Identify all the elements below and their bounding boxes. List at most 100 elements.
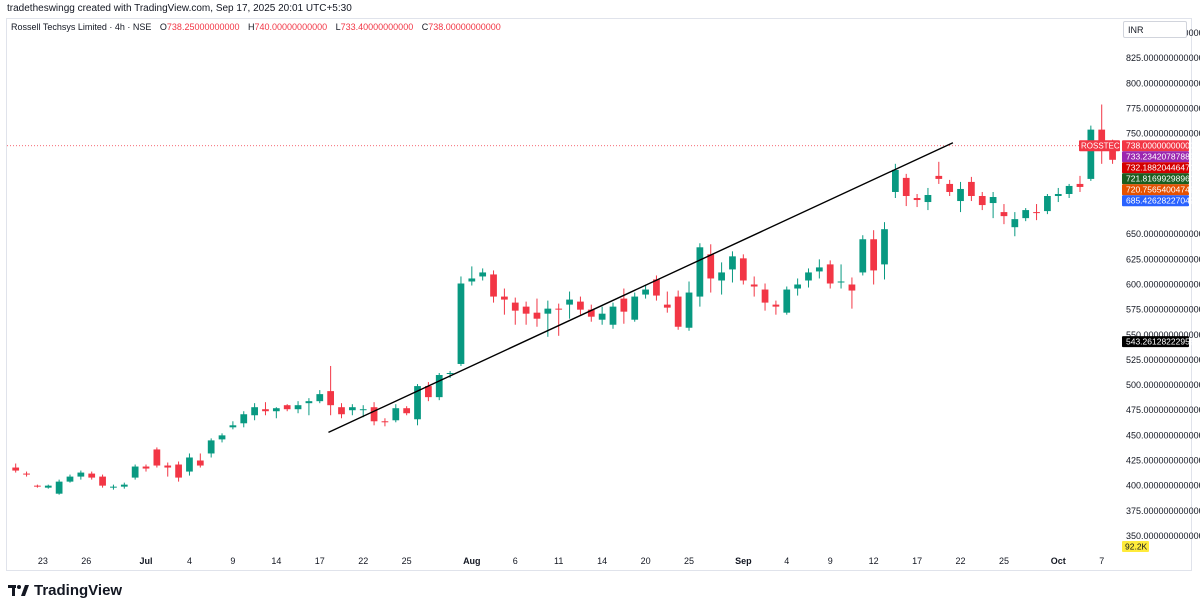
candle	[479, 268, 487, 281]
candle	[23, 471, 30, 477]
candle	[729, 251, 736, 283]
candle	[1000, 204, 1008, 225]
candle-body	[34, 485, 41, 487]
candle	[946, 179, 954, 197]
candle	[44, 484, 52, 489]
candle-body	[805, 272, 812, 281]
candle-body	[1054, 193, 1062, 197]
time-tick-label: Sep	[735, 556, 752, 566]
candle-body	[272, 408, 280, 412]
chart-legend: Rossell Techsys Limited · 4h · NSE O738.…	[11, 20, 501, 34]
candle-body	[685, 292, 693, 328]
candle	[1033, 204, 1040, 221]
time-tick-label: 14	[597, 556, 607, 566]
candle-body	[739, 258, 747, 281]
candle	[240, 411, 248, 428]
legend-open-value: 738.25000000000	[166, 22, 240, 32]
time-tick-label: 25	[999, 556, 1009, 566]
price-marker-label: 543.26128222955	[1126, 337, 1195, 347]
candle	[663, 291, 671, 313]
candle-body	[338, 407, 345, 415]
candle	[718, 262, 725, 295]
candle	[392, 404, 400, 423]
candle-body	[707, 254, 715, 279]
time-tick-label: 14	[271, 556, 281, 566]
candle-body	[577, 301, 584, 310]
candle	[924, 187, 932, 211]
candle	[1054, 187, 1062, 203]
candles-layer	[12, 104, 1116, 495]
candle-body	[653, 279, 660, 296]
candle-body	[381, 421, 389, 423]
price-tick-label: 425.000000000000	[1126, 456, 1200, 466]
candle-body	[1065, 185, 1073, 194]
candle	[153, 447, 161, 468]
candle	[66, 474, 74, 483]
candle-body	[435, 375, 443, 398]
candle	[783, 286, 791, 315]
price-marker	[1122, 336, 1189, 348]
candle-body	[902, 177, 910, 197]
candle	[501, 288, 508, 315]
candle	[837, 264, 845, 289]
candle	[229, 421, 237, 430]
candle	[262, 402, 269, 416]
candle	[186, 453, 193, 476]
candle	[913, 193, 921, 208]
time-tick-label: 6	[513, 556, 518, 566]
candle	[978, 191, 986, 211]
candle-body	[501, 296, 508, 300]
price-tick-label: 500.000000000000	[1126, 380, 1200, 390]
candle-body	[490, 274, 497, 297]
candle-body	[935, 175, 943, 179]
candle	[370, 402, 378, 426]
time-tick-label: 25	[402, 556, 412, 566]
candle	[251, 403, 258, 421]
candle-body	[316, 394, 324, 402]
currency-selector[interactable]: INR	[1123, 21, 1187, 38]
candle-body	[164, 465, 172, 468]
trendline[interactable]	[328, 142, 954, 433]
candle-body	[718, 272, 725, 281]
candle-body	[946, 183, 954, 192]
candle	[294, 401, 302, 414]
candle	[794, 278, 801, 296]
candle-body	[1098, 129, 1106, 144]
candle	[935, 161, 943, 184]
candle-body	[924, 194, 932, 203]
candle	[685, 281, 693, 331]
candle	[620, 288, 628, 324]
price-tick-label: 375.000000000000	[1126, 506, 1200, 516]
candle	[772, 300, 780, 315]
price-marker-label: 685.42628227042	[1126, 196, 1195, 206]
candle-body	[468, 278, 476, 282]
time-tick-label: 26	[81, 556, 91, 566]
candle-body	[294, 405, 302, 410]
price-tick-label: 625.000000000000	[1126, 254, 1200, 264]
footer-brand: TradingView	[8, 579, 122, 601]
price-tick-label: 525.000000000000	[1126, 355, 1200, 365]
candle-body	[1022, 210, 1030, 219]
time-tick-label: 4	[784, 556, 789, 566]
candle	[1022, 208, 1030, 222]
candle-body	[642, 289, 649, 295]
candle	[316, 390, 324, 404]
candle-body	[794, 284, 801, 289]
candle	[34, 484, 41, 488]
candle	[1076, 175, 1084, 192]
candle-body	[44, 485, 52, 488]
candle-body	[403, 408, 411, 414]
price-tick-label: 475.000000000000	[1126, 405, 1200, 415]
candle	[739, 254, 747, 285]
candle-body	[511, 302, 519, 311]
time-tick-label: Oct	[1051, 556, 1066, 566]
candle-body	[446, 373, 454, 375]
candle-body	[783, 289, 791, 313]
time-tick-label: 22	[956, 556, 966, 566]
brand-text: TradingView	[34, 581, 123, 599]
candle	[1044, 193, 1051, 215]
candle-body	[674, 296, 682, 327]
candle-body	[23, 473, 30, 475]
candle	[511, 297, 519, 325]
